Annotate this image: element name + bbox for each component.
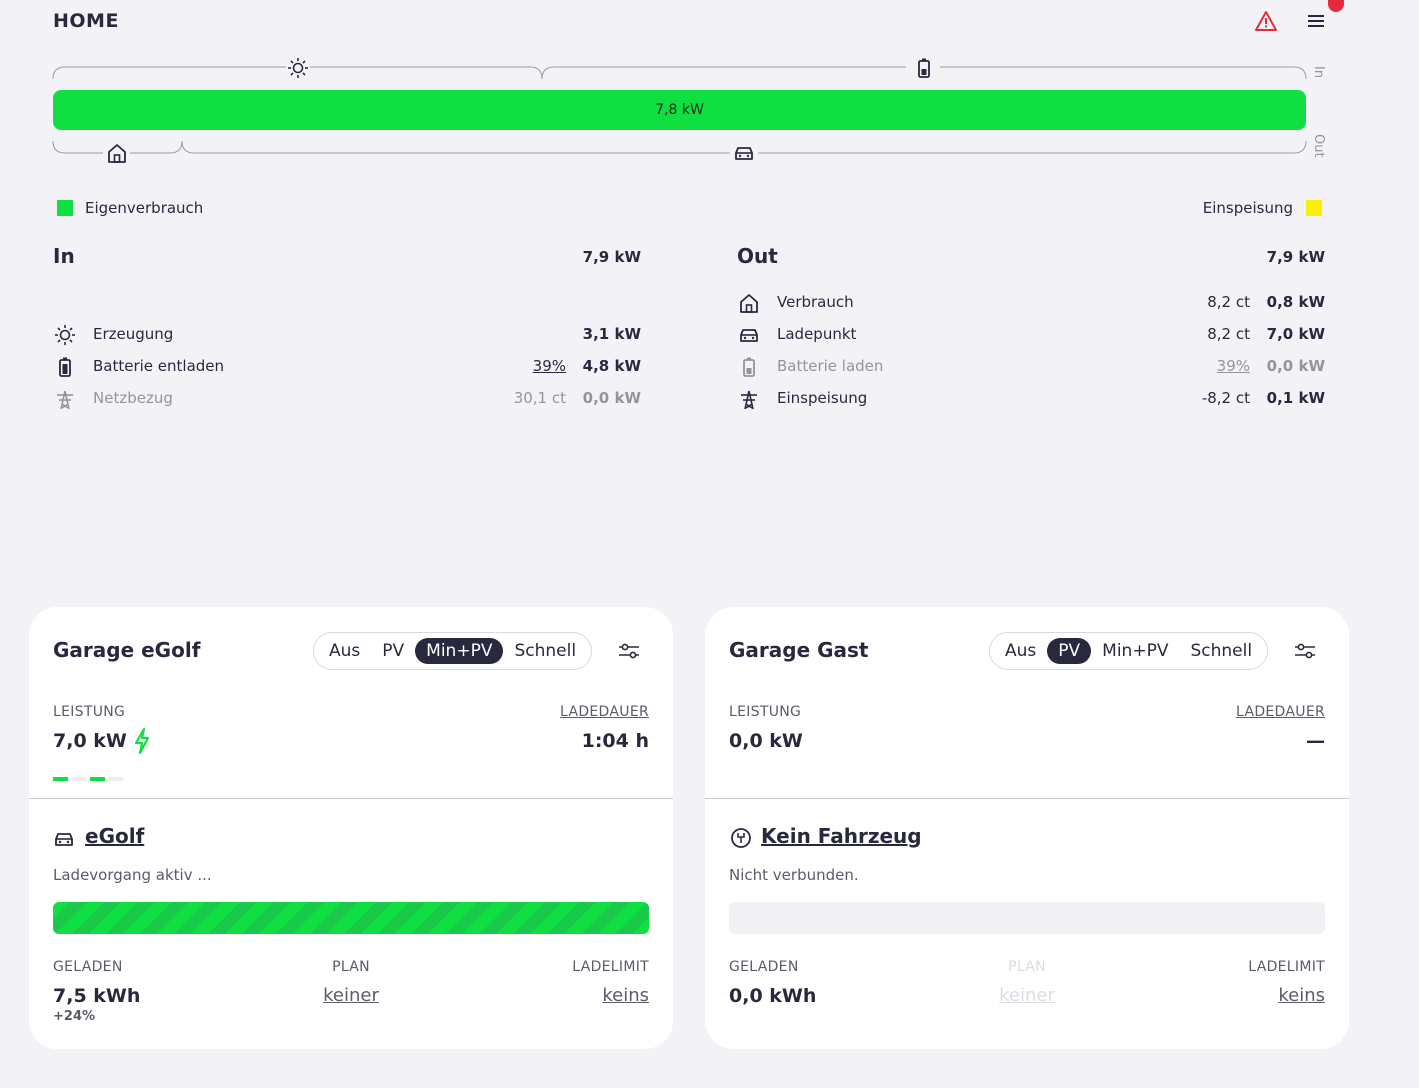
in-row-value: 0,0 kW [582, 389, 641, 407]
power-label: LEISTUNG [53, 704, 126, 720]
in-row-label: Batterie entladen [93, 357, 225, 375]
duration-value: — [1306, 730, 1325, 752]
card-divider [29, 798, 673, 799]
legend-self-consumption: Eigenverbrauch [85, 199, 204, 217]
out-row-price: 8,2 ct [1207, 325, 1250, 343]
sun-icon [54, 324, 76, 346]
mode-button-fast[interactable]: Schnell [1190, 641, 1253, 661]
sun-icon [287, 57, 309, 79]
out-row-value: 0,0 kW [1266, 357, 1325, 375]
limit-link[interactable]: keins [1278, 985, 1325, 1006]
mode-button-off[interactable]: Aus [329, 641, 361, 661]
card-divider [705, 798, 1349, 799]
vehicle-soc-progress [53, 902, 649, 934]
charged-label: GELADEN [53, 959, 123, 975]
plug-icon [729, 826, 753, 850]
grid-tower-icon [54, 388, 76, 410]
battery-icon [914, 57, 934, 79]
duration-value: 1:04 h [581, 730, 649, 752]
vehicle-name-link[interactable]: eGolf [85, 824, 145, 848]
mode-button-fast[interactable]: Schnell [514, 641, 577, 661]
in-row-label: Erzeugung [93, 325, 174, 343]
out-row-label: Verbrauch [777, 293, 854, 311]
battery-icon [738, 356, 760, 378]
hamburger-menu-icon[interactable] [1303, 10, 1329, 32]
in-row-price: 30,1 ct [513, 389, 566, 407]
loadpoint-title: Garage Gast [729, 638, 869, 662]
feed-in-swatch [1306, 200, 1322, 216]
plan-link[interactable]: keiner [323, 985, 379, 1006]
power-value: 7,0 kW [53, 730, 127, 752]
out-total-value: 7,9 kW [1266, 248, 1325, 266]
mode-selector: Aus PV Min+PV Schnell [989, 632, 1269, 670]
limit-link[interactable]: keins [602, 985, 649, 1006]
limit-label: LADELIMIT [1248, 959, 1325, 975]
battery-soc-link[interactable]: 39% [532, 357, 566, 375]
house-icon [738, 292, 760, 314]
out-row-value: 7,0 kW [1266, 325, 1325, 343]
charging-status: Nicht verbunden. [729, 866, 859, 884]
plan-link: keiner [999, 985, 1055, 1006]
legend-feed-in: Einspeisung [1202, 199, 1293, 217]
car-icon [732, 142, 756, 164]
plan-label: PLAN [1008, 959, 1046, 975]
charged-value: 0,0 kWh [729, 985, 817, 1007]
mode-button-pv[interactable]: PV [382, 641, 405, 661]
flow-in-label: In [1311, 66, 1326, 79]
duration-label[interactable]: LADEDAUER [560, 704, 649, 720]
battery-soc-link[interactable]: 39% [1216, 357, 1250, 375]
loadpoint-title: Garage eGolf [53, 638, 201, 662]
mode-button-off[interactable]: Aus [1005, 641, 1037, 661]
out-section-title: Out [737, 244, 778, 268]
in-row-value: 3,1 kW [582, 325, 641, 343]
duration-label[interactable]: LADEDAUER [1236, 704, 1325, 720]
charged-delta: +24% [53, 1009, 96, 1024]
loadpoint-card: Garage eGolf Aus PV Min+PV Schnell LEIST… [29, 607, 673, 1049]
mode-button-pv[interactable]: PV [1047, 638, 1092, 664]
in-total-value: 7,9 kW [582, 248, 641, 266]
charging-status: Ladevorgang aktiv ... [53, 866, 212, 884]
power-value: 0,0 kW [729, 730, 803, 752]
out-row-label: Batterie laden [777, 357, 884, 375]
charged-label: GELADEN [729, 959, 799, 975]
power-label: LEISTUNG [729, 704, 802, 720]
in-section-title: In [53, 244, 75, 268]
grid-tower-icon [738, 388, 760, 410]
energy-flow-bar: 7,8 kW [53, 90, 1306, 130]
mode-button-minpv[interactable]: Min+PV [1102, 641, 1169, 661]
vehicle-soc-progress [729, 902, 1325, 934]
page-title: HOME [53, 10, 119, 32]
plan-label: PLAN [332, 959, 370, 975]
house-icon [106, 142, 128, 164]
energy-flow-brackets [52, 66, 1307, 154]
phase-indicator [53, 777, 123, 781]
mode-selector: Aus PV Min+PV Schnell [313, 632, 593, 670]
loadpoint-card: Garage Gast Aus PV Min+PV Schnell LEISTU… [705, 607, 1349, 1049]
charged-value: 7,5 kWh [53, 985, 141, 1007]
lightning-icon [130, 727, 154, 755]
out-row-price: -8,2 ct [1201, 389, 1250, 407]
notification-badge [1328, 0, 1344, 12]
out-row-price: 8,2 ct [1207, 293, 1250, 311]
out-row-label: Ladepunkt [777, 325, 857, 343]
self-consumption-swatch [57, 200, 73, 216]
vehicle-name-link[interactable]: Kein Fahrzeug [761, 824, 922, 848]
settings-sliders-icon[interactable] [616, 638, 642, 664]
battery-icon [54, 356, 76, 378]
out-row-label: Einspeisung [777, 389, 868, 407]
in-row-value: 4,8 kW [582, 357, 641, 375]
flow-out-label: Out [1311, 134, 1326, 158]
out-row-value: 0,8 kW [1266, 293, 1325, 311]
car-icon [53, 828, 77, 850]
in-row-label: Netzbezug [93, 389, 173, 407]
limit-label: LADELIMIT [572, 959, 649, 975]
out-row-value: 0,1 kW [1266, 389, 1325, 407]
warning-triangle-icon[interactable] [1254, 10, 1278, 32]
settings-sliders-icon[interactable] [1292, 638, 1318, 664]
car-icon [738, 324, 760, 346]
mode-button-minpv[interactable]: Min+PV [415, 638, 504, 664]
